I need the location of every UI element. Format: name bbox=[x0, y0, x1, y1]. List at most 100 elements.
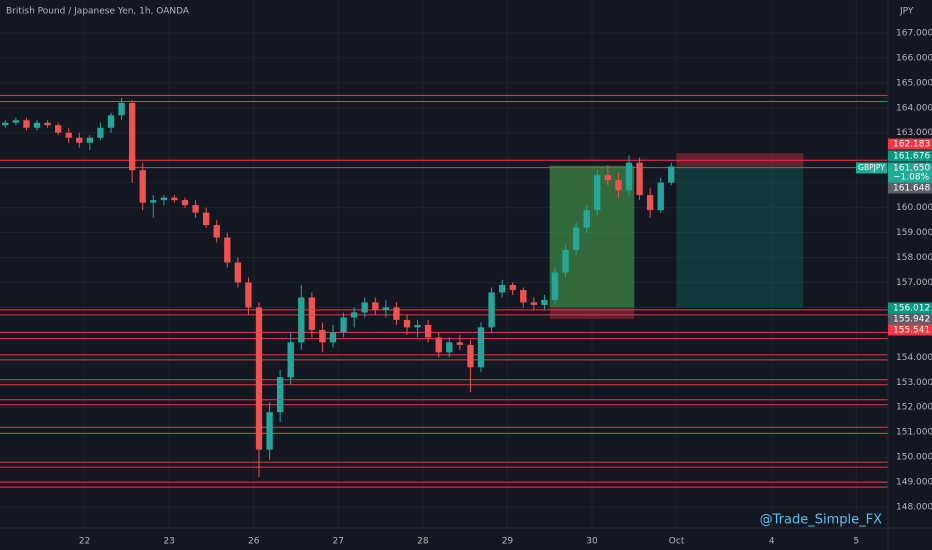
candle-body bbox=[446, 342, 453, 353]
candle-body bbox=[139, 170, 146, 203]
candle-body bbox=[456, 342, 464, 345]
candle-body bbox=[234, 262, 242, 283]
plot bbox=[0, 94, 888, 488]
x-tick-label: 27 bbox=[333, 537, 344, 547]
candle-body bbox=[372, 302, 379, 310]
grid bbox=[0, 0, 888, 528]
candle-body bbox=[509, 284, 516, 290]
price-tag-label: 161.650 bbox=[893, 164, 930, 174]
y-tick-label: 163.000 bbox=[896, 128, 932, 138]
candle-body bbox=[2, 122, 9, 126]
candle-body bbox=[107, 115, 115, 128]
x-tick-label: 30 bbox=[586, 537, 598, 547]
candle-body bbox=[350, 312, 358, 318]
price-tag bbox=[888, 302, 932, 314]
candle-body bbox=[171, 197, 178, 201]
price-tag-label: 156.012 bbox=[893, 304, 930, 314]
candle-body bbox=[266, 412, 273, 450]
candle-body bbox=[128, 102, 136, 171]
candle-body bbox=[403, 319, 411, 328]
candle-body bbox=[44, 122, 51, 126]
x-tick-label: 4 bbox=[769, 537, 775, 547]
y-tick-label: 149.000 bbox=[896, 478, 932, 488]
candle-body bbox=[276, 377, 284, 413]
price-tag bbox=[888, 324, 932, 336]
y-tick-label: 165.000 bbox=[896, 78, 932, 88]
y-tick-label: 157.000 bbox=[896, 278, 932, 288]
candle-body bbox=[213, 225, 220, 238]
price-tag bbox=[888, 162, 932, 183]
candle-body bbox=[118, 102, 125, 116]
price-tag-label: 155.541 bbox=[893, 326, 930, 336]
y-tick-label: 158.000 bbox=[896, 253, 932, 263]
candle-body bbox=[224, 237, 231, 263]
price-tag bbox=[888, 182, 932, 194]
candle-body bbox=[245, 282, 252, 308]
price-tag-label: 161.648 bbox=[893, 184, 930, 194]
candle-body bbox=[192, 205, 199, 213]
y-tick-label: 160.000 bbox=[896, 203, 932, 213]
candle-body bbox=[319, 329, 326, 343]
candle-body bbox=[625, 162, 633, 191]
candle-body bbox=[329, 332, 337, 343]
candle-body bbox=[520, 289, 527, 303]
x-tick-label: 26 bbox=[248, 537, 260, 547]
candle-body bbox=[467, 344, 474, 368]
y-tick-label: 148.000 bbox=[896, 503, 932, 513]
candle-body bbox=[86, 137, 94, 143]
candle-body bbox=[33, 122, 41, 128]
candle-body bbox=[382, 307, 390, 310]
y-tick-label: 150.000 bbox=[896, 453, 932, 463]
candle-body bbox=[477, 327, 485, 368]
price-tag-label: 161.676 bbox=[893, 152, 930, 162]
y-axis-label: JPY bbox=[899, 7, 914, 17]
candle-body bbox=[636, 162, 643, 196]
candle-body bbox=[202, 212, 210, 226]
position-target bbox=[676, 166, 804, 308]
y-tick-label: 151.000 bbox=[896, 428, 932, 438]
candle-body bbox=[65, 132, 72, 138]
candle-body bbox=[562, 250, 569, 273]
price-tag bbox=[888, 313, 932, 325]
candle-body bbox=[530, 302, 538, 305]
x-tick-label: Oct bbox=[669, 537, 685, 547]
candle-body bbox=[541, 299, 548, 305]
candle-body bbox=[488, 292, 495, 328]
candle-body bbox=[594, 175, 601, 211]
candle-body bbox=[340, 317, 347, 333]
candle-body bbox=[615, 180, 622, 191]
symbol-tag bbox=[856, 162, 887, 174]
candle-body bbox=[54, 125, 62, 133]
price-tag-label: 162.183 bbox=[893, 140, 930, 150]
candle-body bbox=[361, 302, 368, 313]
axis: 148.000 149.000 150.000 151.000 152.000 153.0… bbox=[79, 28, 932, 547]
candle-body bbox=[298, 297, 305, 343]
candle-body bbox=[181, 200, 189, 206]
price-tag-change: −1.08% bbox=[893, 173, 930, 183]
candle-body bbox=[255, 307, 263, 450]
chart-title: British Pound / Japanese Yen, 1h, OANDA bbox=[6, 7, 190, 17]
y-tick-label: 152.000 bbox=[896, 403, 932, 413]
price-tag-label: 155.942 bbox=[893, 315, 930, 325]
candle-body bbox=[551, 272, 559, 300]
candle-body bbox=[76, 137, 83, 143]
y-tick-label: 159.000 bbox=[896, 228, 932, 238]
candle-body bbox=[435, 337, 442, 353]
x-tick-label: 23 bbox=[163, 537, 174, 547]
candle-body bbox=[668, 166, 675, 183]
y-tick-label: 166.000 bbox=[896, 53, 932, 63]
watermark: @Trade_Simple_FX bbox=[760, 513, 882, 528]
position-stop bbox=[549, 307, 635, 319]
candle-body bbox=[97, 127, 104, 138]
y-tick-label: 167.000 bbox=[896, 28, 932, 38]
x-tick-label: 29 bbox=[502, 537, 514, 547]
symbol-tag-label: GBPJPY bbox=[858, 163, 885, 172]
candle-body bbox=[583, 210, 590, 228]
candle-body bbox=[160, 197, 168, 201]
candle-body bbox=[12, 120, 20, 123]
y-tick-label: 164.000 bbox=[896, 103, 932, 113]
candle-body bbox=[308, 297, 316, 330]
candle-body bbox=[393, 307, 400, 320]
